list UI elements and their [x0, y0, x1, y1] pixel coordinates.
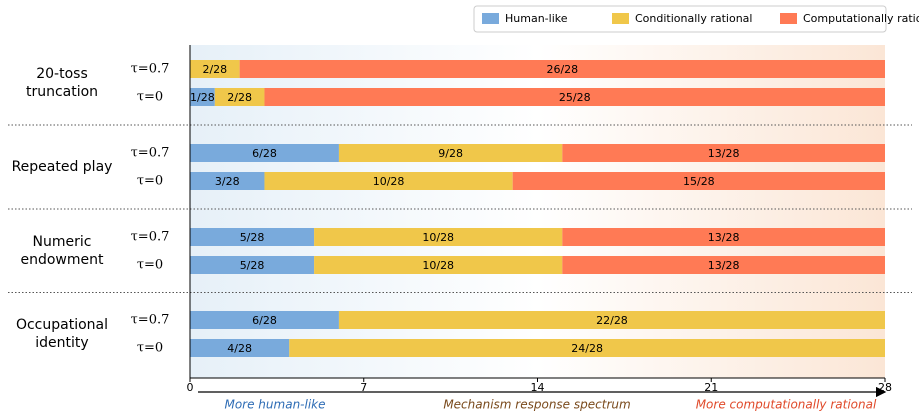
x-tick-label: 7: [360, 381, 367, 394]
value-label: 4/28: [227, 342, 252, 355]
group-label: Numeric endowment: [20, 234, 104, 268]
spectrum-label: More computationally rational: [696, 398, 877, 412]
value-label: 1/28: [190, 91, 215, 104]
x-tick-label: 0: [187, 381, 194, 394]
value-label: 10/28: [422, 259, 454, 272]
legend-label: Human-like: [505, 12, 568, 25]
value-label: 13/28: [708, 147, 740, 160]
legend-label: Conditionally rational: [635, 12, 752, 25]
bar-segment: [190, 88, 215, 106]
legend-swatch: [612, 13, 629, 24]
value-label: 10/28: [373, 175, 405, 188]
row-label: τ=0.7: [131, 146, 170, 161]
bar-segment: [338, 144, 563, 162]
legend-swatch: [780, 13, 797, 24]
row-label: τ=0.7: [131, 230, 170, 245]
bar-segment: [190, 339, 290, 357]
legend-label: Computationally rational: [803, 12, 919, 25]
bar-segment: [190, 144, 339, 162]
bar-segment: [314, 256, 563, 274]
bar-segment: [562, 144, 885, 162]
legend-box: [473, 5, 887, 33]
row-label: τ=0.7: [131, 313, 170, 328]
spectrum-label: Mechanism response spectrum: [443, 398, 630, 412]
row-label: τ=0: [137, 90, 163, 105]
spectrum-label: More human-like: [224, 398, 325, 412]
bar-segment: [289, 339, 885, 357]
value-label: 5/28: [240, 231, 265, 244]
x-tick-label: 28: [878, 381, 892, 394]
value-label: 10/28: [422, 231, 454, 244]
x-tick-label: 21: [704, 381, 718, 394]
row-label: τ=0.7: [131, 62, 170, 77]
value-label: 24/28: [571, 342, 603, 355]
bar-segment: [264, 88, 885, 106]
value-label: 13/28: [708, 231, 740, 244]
bar-segment: [190, 60, 240, 78]
bar-segment: [190, 172, 265, 190]
value-label: 22/28: [596, 314, 628, 327]
value-label: 26/28: [546, 63, 578, 76]
value-label: 6/28: [252, 314, 277, 327]
value-label: 9/28: [438, 147, 463, 160]
value-label: 15/28: [683, 175, 715, 188]
bar-segment: [562, 256, 885, 274]
value-label: 6/28: [252, 147, 277, 160]
bar-segment: [314, 228, 563, 246]
value-label: 3/28: [215, 175, 240, 188]
group-label: Occupational identity: [15, 317, 109, 351]
bar-segment: [239, 60, 886, 78]
value-label: 2/28: [227, 91, 252, 104]
value-label: 2/28: [202, 63, 227, 76]
row-label: τ=0: [137, 174, 163, 189]
row-label: τ=0: [137, 258, 163, 273]
group-label: 20-toss truncation: [25, 66, 99, 100]
value-label: 25/28: [559, 91, 591, 104]
group-label: Repeated play: [11, 159, 113, 175]
x-tick-label: 14: [531, 381, 545, 394]
bar-segment: [338, 311, 885, 329]
value-label: 13/28: [708, 259, 740, 272]
bar-segment: [264, 172, 513, 190]
legend-swatch: [482, 13, 499, 24]
bar-segment: [190, 228, 315, 246]
bar-segment: [190, 256, 315, 274]
bar-segment: [214, 88, 265, 106]
row-label: τ=0: [137, 341, 163, 356]
bar-segment: [190, 311, 339, 329]
value-label: 5/28: [240, 259, 265, 272]
bar-segment: [512, 172, 885, 190]
bar-segment: [562, 228, 885, 246]
